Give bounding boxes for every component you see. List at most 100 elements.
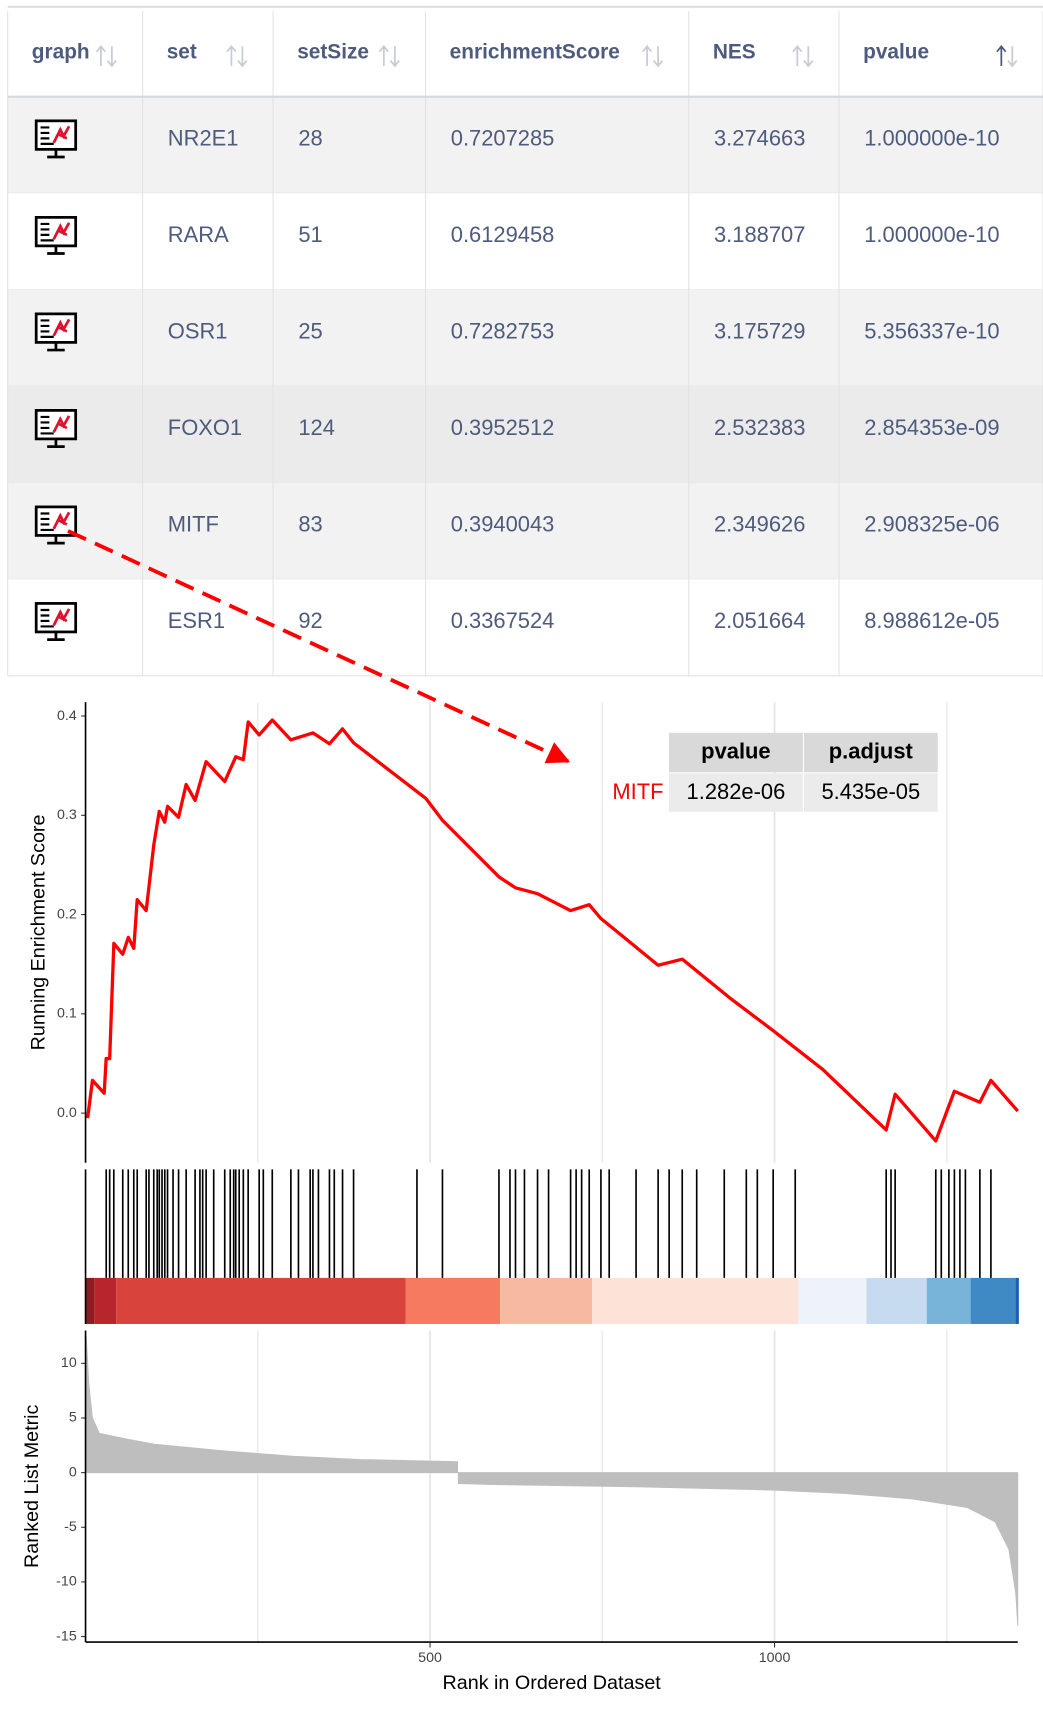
results-table: NR2E1 28 0.7207285 3.274663 1.000000e-10 RARA… bbox=[7, 5, 1043, 677]
icon-lines bbox=[40, 319, 54, 339]
inset-value: 5.435e-05 bbox=[821, 779, 920, 804]
table-cell: 5.356337e-10 bbox=[864, 318, 999, 343]
y-tick-label: -5 bbox=[64, 1519, 77, 1535]
table-cell: 3.175729 bbox=[714, 318, 805, 343]
icon-curve bbox=[52, 318, 71, 337]
icon-screen bbox=[34, 312, 78, 344]
y-tick-label: 0.3 bbox=[57, 807, 77, 823]
table-cell: 1.000000e-10 bbox=[864, 222, 999, 247]
graph-icon[interactable] bbox=[34, 409, 78, 448]
icon-stand bbox=[47, 631, 65, 641]
table-cell: 0.7207285 bbox=[451, 125, 555, 150]
table-row bbox=[7, 96, 1043, 194]
pointer-arrow bbox=[67, 529, 571, 764]
icon-curve bbox=[52, 222, 71, 240]
column-header[interactable]: NES bbox=[713, 40, 756, 63]
color-bar bbox=[85, 1277, 1019, 1324]
y-tick-label: -10 bbox=[56, 1574, 77, 1590]
icon-curve bbox=[52, 125, 71, 144]
table-cell: 0.6129458 bbox=[451, 222, 555, 247]
inset-row-label: MITF bbox=[612, 779, 663, 804]
sort-down bbox=[1007, 46, 1018, 68]
y-axis-label: Running Enrichment Score bbox=[28, 814, 50, 1050]
icon-lines bbox=[40, 512, 54, 532]
table-cell: 51 bbox=[298, 222, 322, 247]
graph-icon[interactable] bbox=[34, 119, 78, 159]
table-cell: OSR1 bbox=[168, 318, 228, 343]
icon-curve bbox=[52, 608, 71, 626]
table-cell: ESR1 bbox=[168, 608, 225, 633]
inset-cell bbox=[803, 773, 938, 812]
x-tick-label: 500 bbox=[418, 1650, 442, 1666]
inset-header-cell bbox=[669, 732, 803, 773]
table-row bbox=[7, 193, 1043, 290]
sort-down bbox=[106, 46, 117, 68]
table-cell: MITF bbox=[168, 511, 219, 536]
sort-down bbox=[389, 46, 400, 68]
table-cell: 3.188707 bbox=[714, 222, 805, 247]
inset-cell bbox=[669, 773, 803, 812]
graph-icon[interactable] bbox=[34, 312, 78, 352]
y-tick-label: 10 bbox=[61, 1355, 77, 1371]
graph-icon[interactable] bbox=[34, 215, 78, 255]
table-cell: 2.532383 bbox=[714, 415, 805, 440]
gsea-plot: Running Enrichment Score Ranked List Met… bbox=[21, 529, 1020, 1694]
sort-up bbox=[642, 44, 653, 67]
icon-screen bbox=[34, 215, 78, 248]
ranked-metric-area bbox=[85, 1336, 1019, 1626]
sort-up bbox=[792, 44, 803, 67]
sort-down bbox=[237, 46, 248, 68]
column-header[interactable]: pvalue bbox=[863, 40, 929, 63]
inset-value: 1.282e-06 bbox=[687, 779, 786, 804]
icon-screen bbox=[34, 119, 78, 151]
table-cell: 0.7282753 bbox=[451, 318, 555, 343]
table-cell: FOXO1 bbox=[168, 415, 242, 440]
table-cell: 92 bbox=[298, 608, 322, 633]
table-cell: 1.000000e-10 bbox=[864, 125, 999, 150]
table-cell: 2.349626 bbox=[714, 511, 805, 536]
table-cell: 28 bbox=[298, 125, 322, 150]
table-cell: 124 bbox=[298, 415, 335, 440]
y-tick-label: -15 bbox=[56, 1628, 77, 1644]
column-header[interactable]: graph bbox=[32, 40, 90, 63]
icon-screen bbox=[34, 409, 78, 441]
table-row bbox=[7, 482, 1043, 580]
icon-stand bbox=[47, 149, 65, 159]
icon-lines bbox=[40, 126, 54, 145]
y-tick-label: 0.2 bbox=[57, 906, 77, 922]
y-tick-label: 0.4 bbox=[57, 708, 77, 724]
sort-down bbox=[652, 46, 664, 68]
icon-stand bbox=[47, 342, 65, 352]
icon-lines bbox=[40, 608, 54, 628]
y-axis-label: Ranked List Metric bbox=[21, 1404, 43, 1568]
table-row bbox=[7, 386, 1043, 483]
y-tick-label: 0.1 bbox=[57, 1006, 77, 1022]
column-header[interactable]: enrichmentScore bbox=[450, 40, 620, 63]
x-tick-label: 1000 bbox=[759, 1650, 791, 1666]
icon-stand bbox=[47, 535, 65, 545]
icon-lines bbox=[40, 415, 54, 435]
graph-icon[interactable] bbox=[34, 602, 78, 641]
y-tick-label: 0.0 bbox=[57, 1105, 77, 1121]
table-cell: 2.908325e-06 bbox=[864, 511, 999, 536]
inset-header: pvalue bbox=[701, 738, 770, 763]
table-cell: 2.854353e-09 bbox=[864, 415, 999, 440]
column-header[interactable]: set bbox=[167, 40, 197, 63]
icon-stand bbox=[47, 245, 65, 255]
column-header[interactable]: setSize bbox=[297, 40, 369, 63]
y-tick-label: 0 bbox=[69, 1464, 77, 1480]
table-cell: NR2E1 bbox=[168, 125, 239, 150]
icon-curve bbox=[52, 415, 71, 433]
table-cell: 25 bbox=[298, 318, 322, 343]
table-cell: 0.3952512 bbox=[451, 415, 555, 440]
table-cell: 0.3940043 bbox=[451, 511, 555, 536]
table-cell: 0.3367524 bbox=[451, 608, 555, 633]
table-row bbox=[7, 289, 1043, 387]
inset-header: p.adjust bbox=[829, 738, 914, 763]
table-row bbox=[7, 579, 1043, 676]
icon-lines bbox=[40, 222, 54, 242]
y-tick-label: 5 bbox=[69, 1410, 77, 1426]
table-cell: 83 bbox=[298, 511, 322, 536]
x-axis-label: Rank in Ordered Dataset bbox=[443, 1672, 662, 1694]
